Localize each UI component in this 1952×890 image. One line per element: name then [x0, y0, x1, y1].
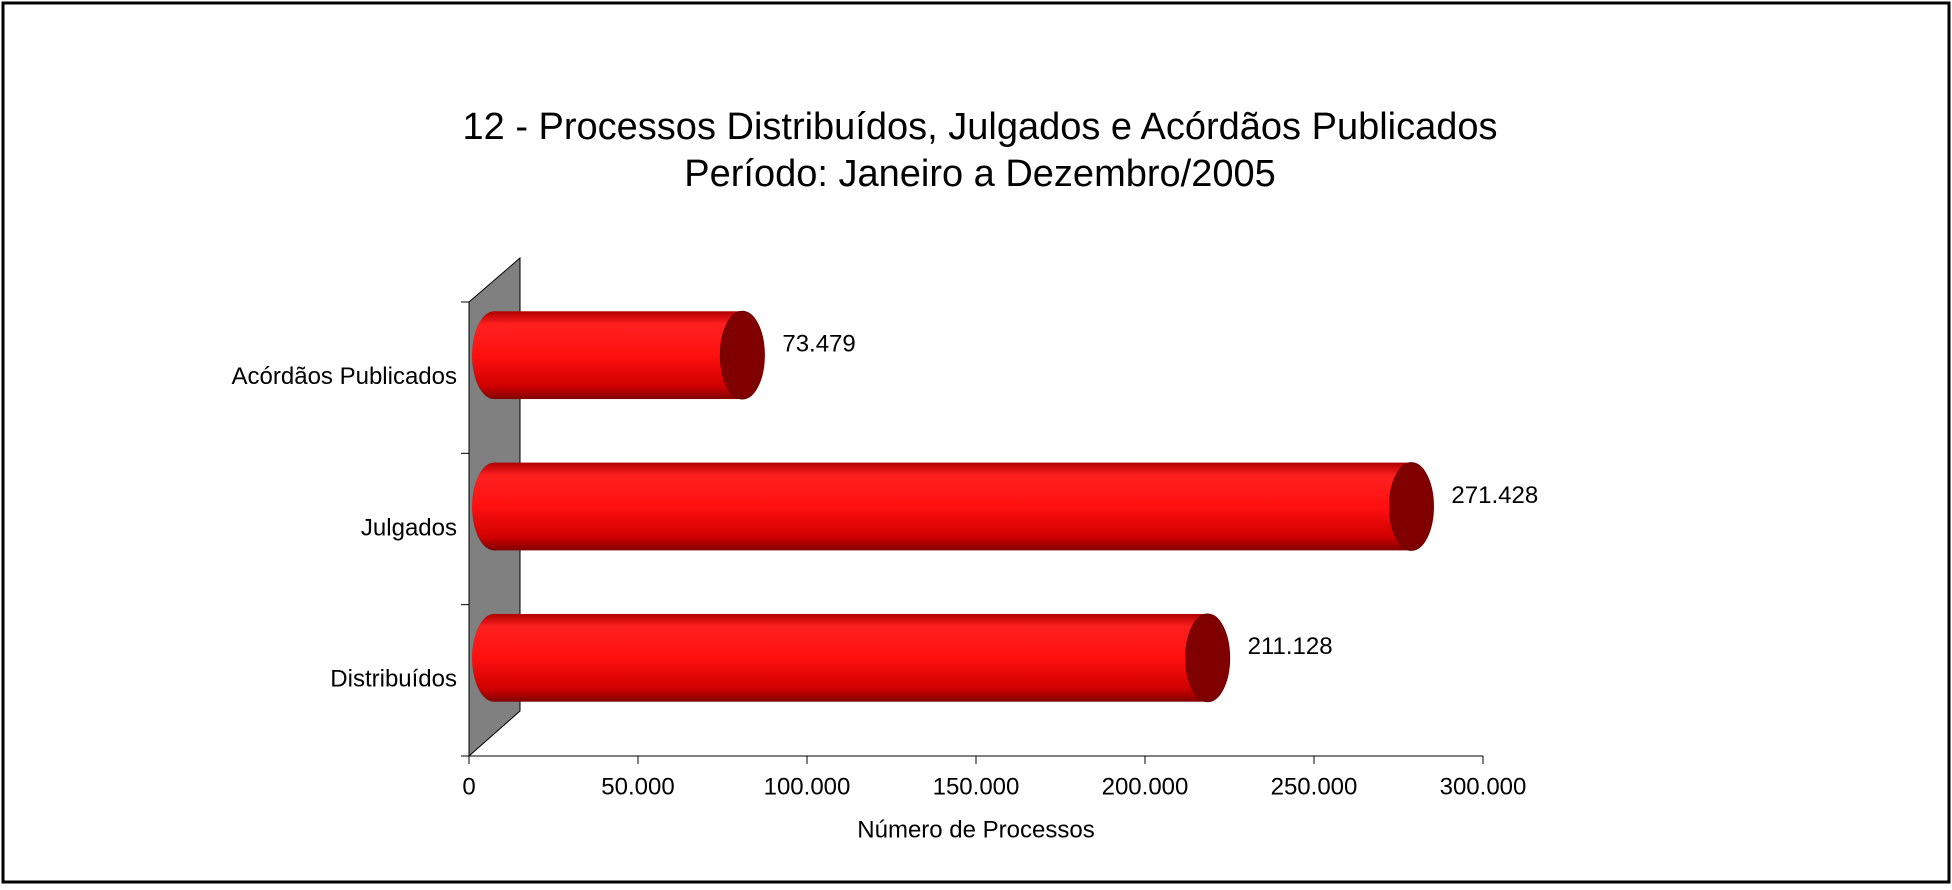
x-tick-label: 0	[462, 773, 475, 800]
value-label: 211.128	[1248, 633, 1333, 660]
y-tick-label: Julgados	[361, 514, 457, 541]
x-tick-label: 200.000	[1102, 773, 1189, 800]
chart-title: 12 - Processos Distribuídos, Julgados e …	[463, 106, 1498, 148]
bar	[472, 310, 765, 400]
y-tick-label: Distribuídos	[330, 666, 457, 693]
x-axis-label: Número de Processos	[857, 816, 1094, 843]
x-tick-label: 50.000	[601, 773, 674, 800]
bar	[472, 462, 1434, 551]
chart-subtitle: Período: Janeiro a Dezembro/2005	[684, 153, 1275, 195]
bar	[472, 613, 1231, 703]
value-label: 73.479	[782, 331, 855, 358]
x-tick-label: 250.000	[1271, 773, 1358, 800]
value-label: 271.428	[1451, 482, 1538, 509]
y-tick-label: Acórdãos Publicados	[232, 363, 457, 390]
x-tick-label: 150.000	[933, 773, 1020, 800]
x-tick-label: 100.000	[764, 773, 851, 800]
x-tick-label: 300.000	[1440, 773, 1527, 800]
